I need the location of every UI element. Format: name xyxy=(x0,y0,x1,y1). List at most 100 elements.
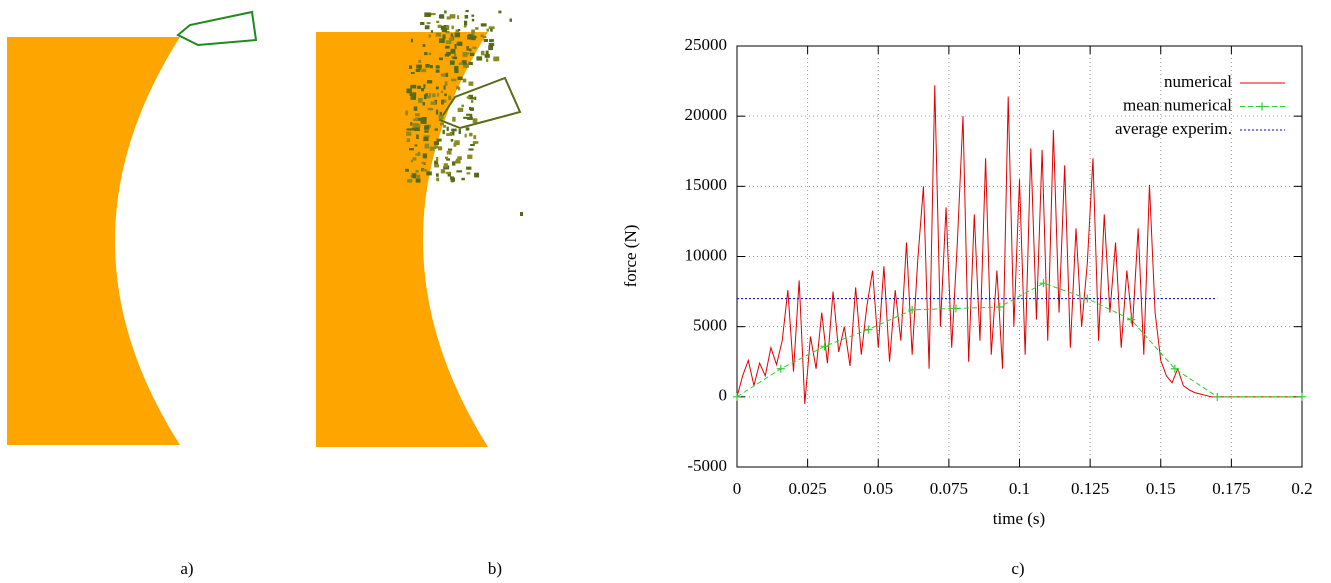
x-tick-label: 0.05 xyxy=(863,479,893,498)
panel-label: b) xyxy=(488,559,502,578)
debris xyxy=(466,113,470,116)
debris xyxy=(451,25,454,30)
panel-a-image xyxy=(7,10,258,445)
debris xyxy=(485,50,489,55)
debris xyxy=(418,98,423,103)
debris xyxy=(443,125,447,128)
debris xyxy=(436,177,440,182)
debris xyxy=(448,148,453,151)
debris xyxy=(424,130,429,133)
debris xyxy=(418,118,425,121)
debris xyxy=(468,97,475,100)
debris xyxy=(464,20,468,26)
debris xyxy=(450,139,454,142)
debris xyxy=(423,136,429,142)
legend-label: mean numerical xyxy=(1123,95,1232,114)
debris xyxy=(471,35,476,41)
debris xyxy=(483,38,488,42)
debris xyxy=(470,144,475,147)
debris xyxy=(471,18,475,22)
debris xyxy=(451,78,457,82)
debris xyxy=(441,99,447,103)
debris xyxy=(410,96,417,100)
debris xyxy=(449,37,453,42)
debris xyxy=(421,161,426,164)
panel-label: a) xyxy=(180,559,193,578)
debris xyxy=(415,170,419,173)
debris xyxy=(486,28,489,32)
debris xyxy=(422,169,428,172)
debris xyxy=(466,172,471,175)
point-marker xyxy=(820,342,829,351)
debris xyxy=(466,166,472,170)
debris xyxy=(447,173,451,177)
debris xyxy=(421,68,427,73)
debris xyxy=(438,14,443,19)
debris xyxy=(406,138,411,143)
debris xyxy=(416,134,419,140)
debris xyxy=(428,34,431,38)
point-marker xyxy=(864,325,873,334)
debris xyxy=(463,116,468,119)
debris xyxy=(446,126,449,132)
debris xyxy=(450,48,456,54)
legend-label: average experim. xyxy=(1115,119,1232,138)
debris xyxy=(471,14,475,17)
debris xyxy=(471,29,475,35)
debris xyxy=(409,65,413,69)
debris xyxy=(458,129,461,134)
debris xyxy=(423,94,427,100)
debris xyxy=(421,117,427,121)
debris xyxy=(428,93,432,98)
debris xyxy=(469,107,474,111)
debris xyxy=(445,171,452,174)
debris xyxy=(438,115,444,120)
debris xyxy=(422,153,428,159)
debris xyxy=(480,34,484,37)
panel-label: c) xyxy=(1011,559,1024,578)
debris xyxy=(451,128,457,132)
debris xyxy=(457,76,463,81)
debris xyxy=(410,72,415,75)
debris xyxy=(434,164,440,168)
ice-block xyxy=(316,32,488,447)
debris xyxy=(418,66,421,70)
debris xyxy=(430,65,433,69)
debris xyxy=(439,111,443,116)
debris xyxy=(451,36,454,41)
debris xyxy=(424,143,430,149)
debris xyxy=(454,32,461,38)
debris xyxy=(420,120,427,124)
debris xyxy=(452,161,456,166)
debris xyxy=(424,52,428,56)
debris xyxy=(412,157,417,161)
debris xyxy=(414,144,418,147)
debris xyxy=(450,33,454,38)
debris xyxy=(423,84,426,89)
debris xyxy=(465,10,469,13)
debris xyxy=(435,109,439,115)
debris xyxy=(472,46,477,49)
debris xyxy=(468,94,474,99)
debris xyxy=(433,141,439,145)
debris xyxy=(454,66,459,71)
debris xyxy=(414,127,420,132)
debris xyxy=(426,80,433,84)
debris xyxy=(429,146,435,151)
debris xyxy=(469,52,475,56)
debris xyxy=(412,92,417,97)
debris xyxy=(424,12,430,17)
debris xyxy=(430,101,436,105)
debris xyxy=(413,118,416,121)
debris xyxy=(445,31,450,34)
debris xyxy=(441,28,448,32)
debris xyxy=(450,177,456,182)
debris xyxy=(467,154,473,159)
y-tick-label: 20000 xyxy=(685,105,728,124)
debris xyxy=(456,170,463,173)
debris xyxy=(442,73,446,77)
panel-b-image xyxy=(316,10,523,447)
debris xyxy=(498,10,502,14)
debris xyxy=(444,81,448,86)
debris xyxy=(463,25,467,28)
